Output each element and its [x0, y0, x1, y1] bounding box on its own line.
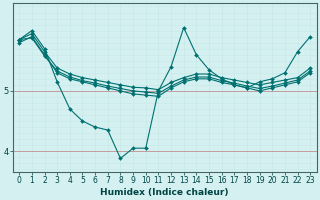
X-axis label: Humidex (Indice chaleur): Humidex (Indice chaleur) — [100, 188, 229, 197]
